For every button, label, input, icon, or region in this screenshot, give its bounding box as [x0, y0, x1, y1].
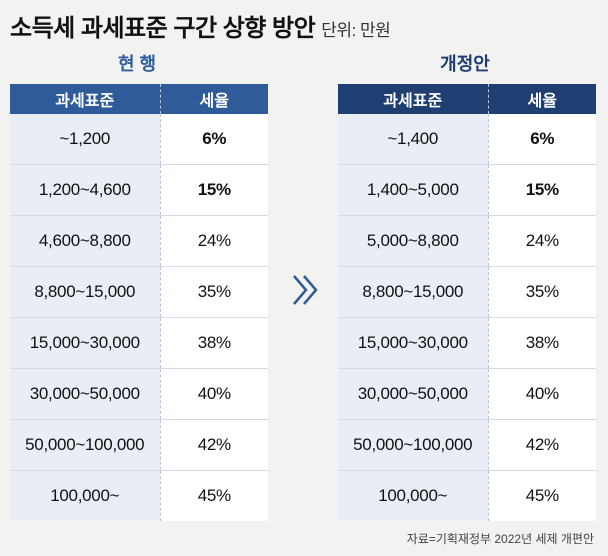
double-chevron-right-icon [293, 275, 318, 305]
rate-cell: 40% [160, 368, 268, 420]
range-cell: 1,400~5,000 [338, 164, 489, 216]
table-row: 4,600~8,800 24% [10, 215, 268, 267]
table-row: 15,000~30,000 38% [10, 317, 268, 369]
rate-cell: 42% [488, 419, 596, 471]
range-cell: 15,000~30,000 [10, 317, 161, 369]
range-cell: 5,000~8,800 [338, 215, 489, 267]
table-row: 8,800~15,000 35% [10, 266, 268, 318]
table-row: 30,000~50,000 40% [338, 368, 596, 420]
rate-cell: 6% [160, 114, 268, 165]
range-cell: 50,000~100,000 [10, 419, 161, 471]
range-cell: 100,000~ [10, 470, 161, 521]
range-cell: 30,000~50,000 [10, 368, 161, 420]
rate-cell: 15% [488, 164, 596, 216]
table-row: ~1,200 6% [10, 114, 268, 165]
rate-cell: 24% [160, 215, 268, 267]
table-row: 30,000~50,000 40% [10, 368, 268, 420]
rate-cell: 38% [488, 317, 596, 369]
rate-cell: 45% [488, 470, 596, 521]
rate-cell: 24% [488, 215, 596, 267]
range-cell: ~1,200 [10, 114, 161, 165]
range-cell: 15,000~30,000 [338, 317, 489, 369]
current-table: 과세표준 세율 ~1,200 6% 1,200~4,600 15% 4,600~8,… [10, 84, 268, 521]
table-row: 50,000~100,000 42% [338, 419, 596, 471]
rate-cell: 42% [160, 419, 268, 471]
range-cell: 4,600~8,800 [10, 215, 161, 267]
rate-cell: 15% [160, 164, 268, 216]
proposed-header-rate: 세율 [488, 84, 596, 114]
table-row: 1,400~5,000 15% [338, 164, 596, 216]
table-row: 8,800~15,000 35% [338, 266, 596, 318]
range-cell: 50,000~100,000 [338, 419, 489, 471]
proposed-label: 개정안 [440, 54, 490, 74]
source-note: 자료=기획재정부 2022년 세제 개편안 [406, 532, 594, 546]
proposed-table: 과세표준 세율 ~1,400 6% 1,400~5,000 15% 5,000~8,… [338, 84, 596, 521]
table-row: 100,000~ 45% [338, 470, 596, 521]
current-header-rate: 세율 [160, 84, 268, 114]
rate-cell: 6% [488, 114, 596, 165]
table-row: 1,200~4,600 15% [10, 164, 268, 216]
rate-cell: 35% [488, 266, 596, 318]
rate-cell: 35% [160, 266, 268, 318]
range-cell: 1,200~4,600 [10, 164, 161, 216]
rate-cell: 40% [488, 368, 596, 420]
range-cell: 30,000~50,000 [338, 368, 489, 420]
title-text: 소득세 과세표준 구간 상향 방안 [10, 15, 316, 42]
table-row: 100,000~ 45% [10, 470, 268, 521]
table-row: ~1,400 6% [338, 114, 596, 165]
range-cell: ~1,400 [338, 114, 489, 165]
range-cell: 8,800~15,000 [338, 266, 489, 318]
current-header-range: 과세표준 [10, 84, 161, 114]
unit-label: 단위: 만원 [321, 21, 391, 40]
table-row: 5,000~8,800 24% [338, 215, 596, 267]
current-label: 현 행 [117, 54, 157, 74]
page-title: 소득세 과세표준 구간 상향 방안 단위: 만원 [10, 8, 391, 43]
table-row: 15,000~30,000 38% [338, 317, 596, 369]
rate-cell: 38% [160, 317, 268, 369]
range-cell: 100,000~ [338, 470, 489, 521]
proposed-header-range: 과세표준 [338, 84, 489, 114]
rate-cell: 45% [160, 470, 268, 521]
table-row: 50,000~100,000 42% [10, 419, 268, 471]
range-cell: 8,800~15,000 [10, 266, 161, 318]
